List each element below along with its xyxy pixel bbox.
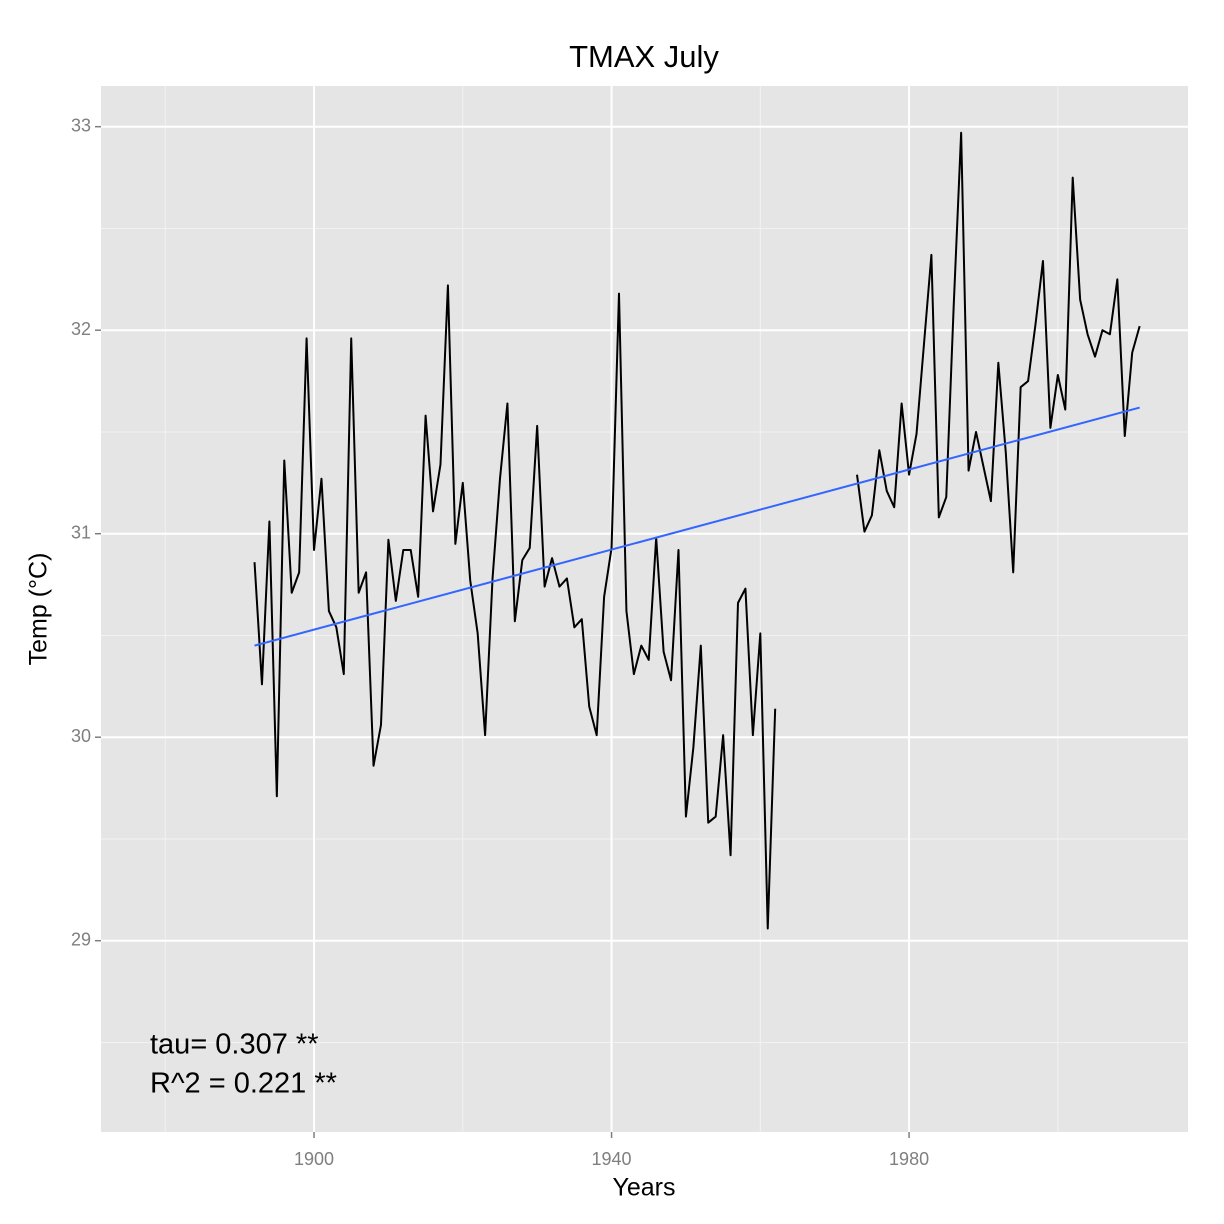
- y-tick-label: 33: [71, 115, 91, 135]
- grid: [101, 86, 1188, 1132]
- chart-title: TMAX July: [569, 39, 719, 74]
- y-axis-label: Temp (°C): [25, 553, 53, 666]
- y-tick-label: 32: [71, 319, 91, 339]
- x-tick-label: 1940: [592, 1149, 632, 1169]
- trend-line: [254, 406, 1140, 647]
- plot-area: [253, 131, 1141, 930]
- x-tick-label: 1980: [889, 1149, 929, 1169]
- data-line: [253, 131, 1141, 930]
- y-tick-label: 30: [71, 726, 91, 746]
- x-axis-label: Years: [612, 1174, 675, 1202]
- y-tick-label: 31: [71, 522, 91, 542]
- annotation: R^2 = 0.221 **: [150, 1068, 337, 1100]
- annotation: tau= 0.307 **: [150, 1029, 319, 1061]
- y-tick-label: 29: [71, 929, 91, 949]
- x-tick-label: 1900: [294, 1149, 334, 1169]
- panel: [101, 86, 1188, 1132]
